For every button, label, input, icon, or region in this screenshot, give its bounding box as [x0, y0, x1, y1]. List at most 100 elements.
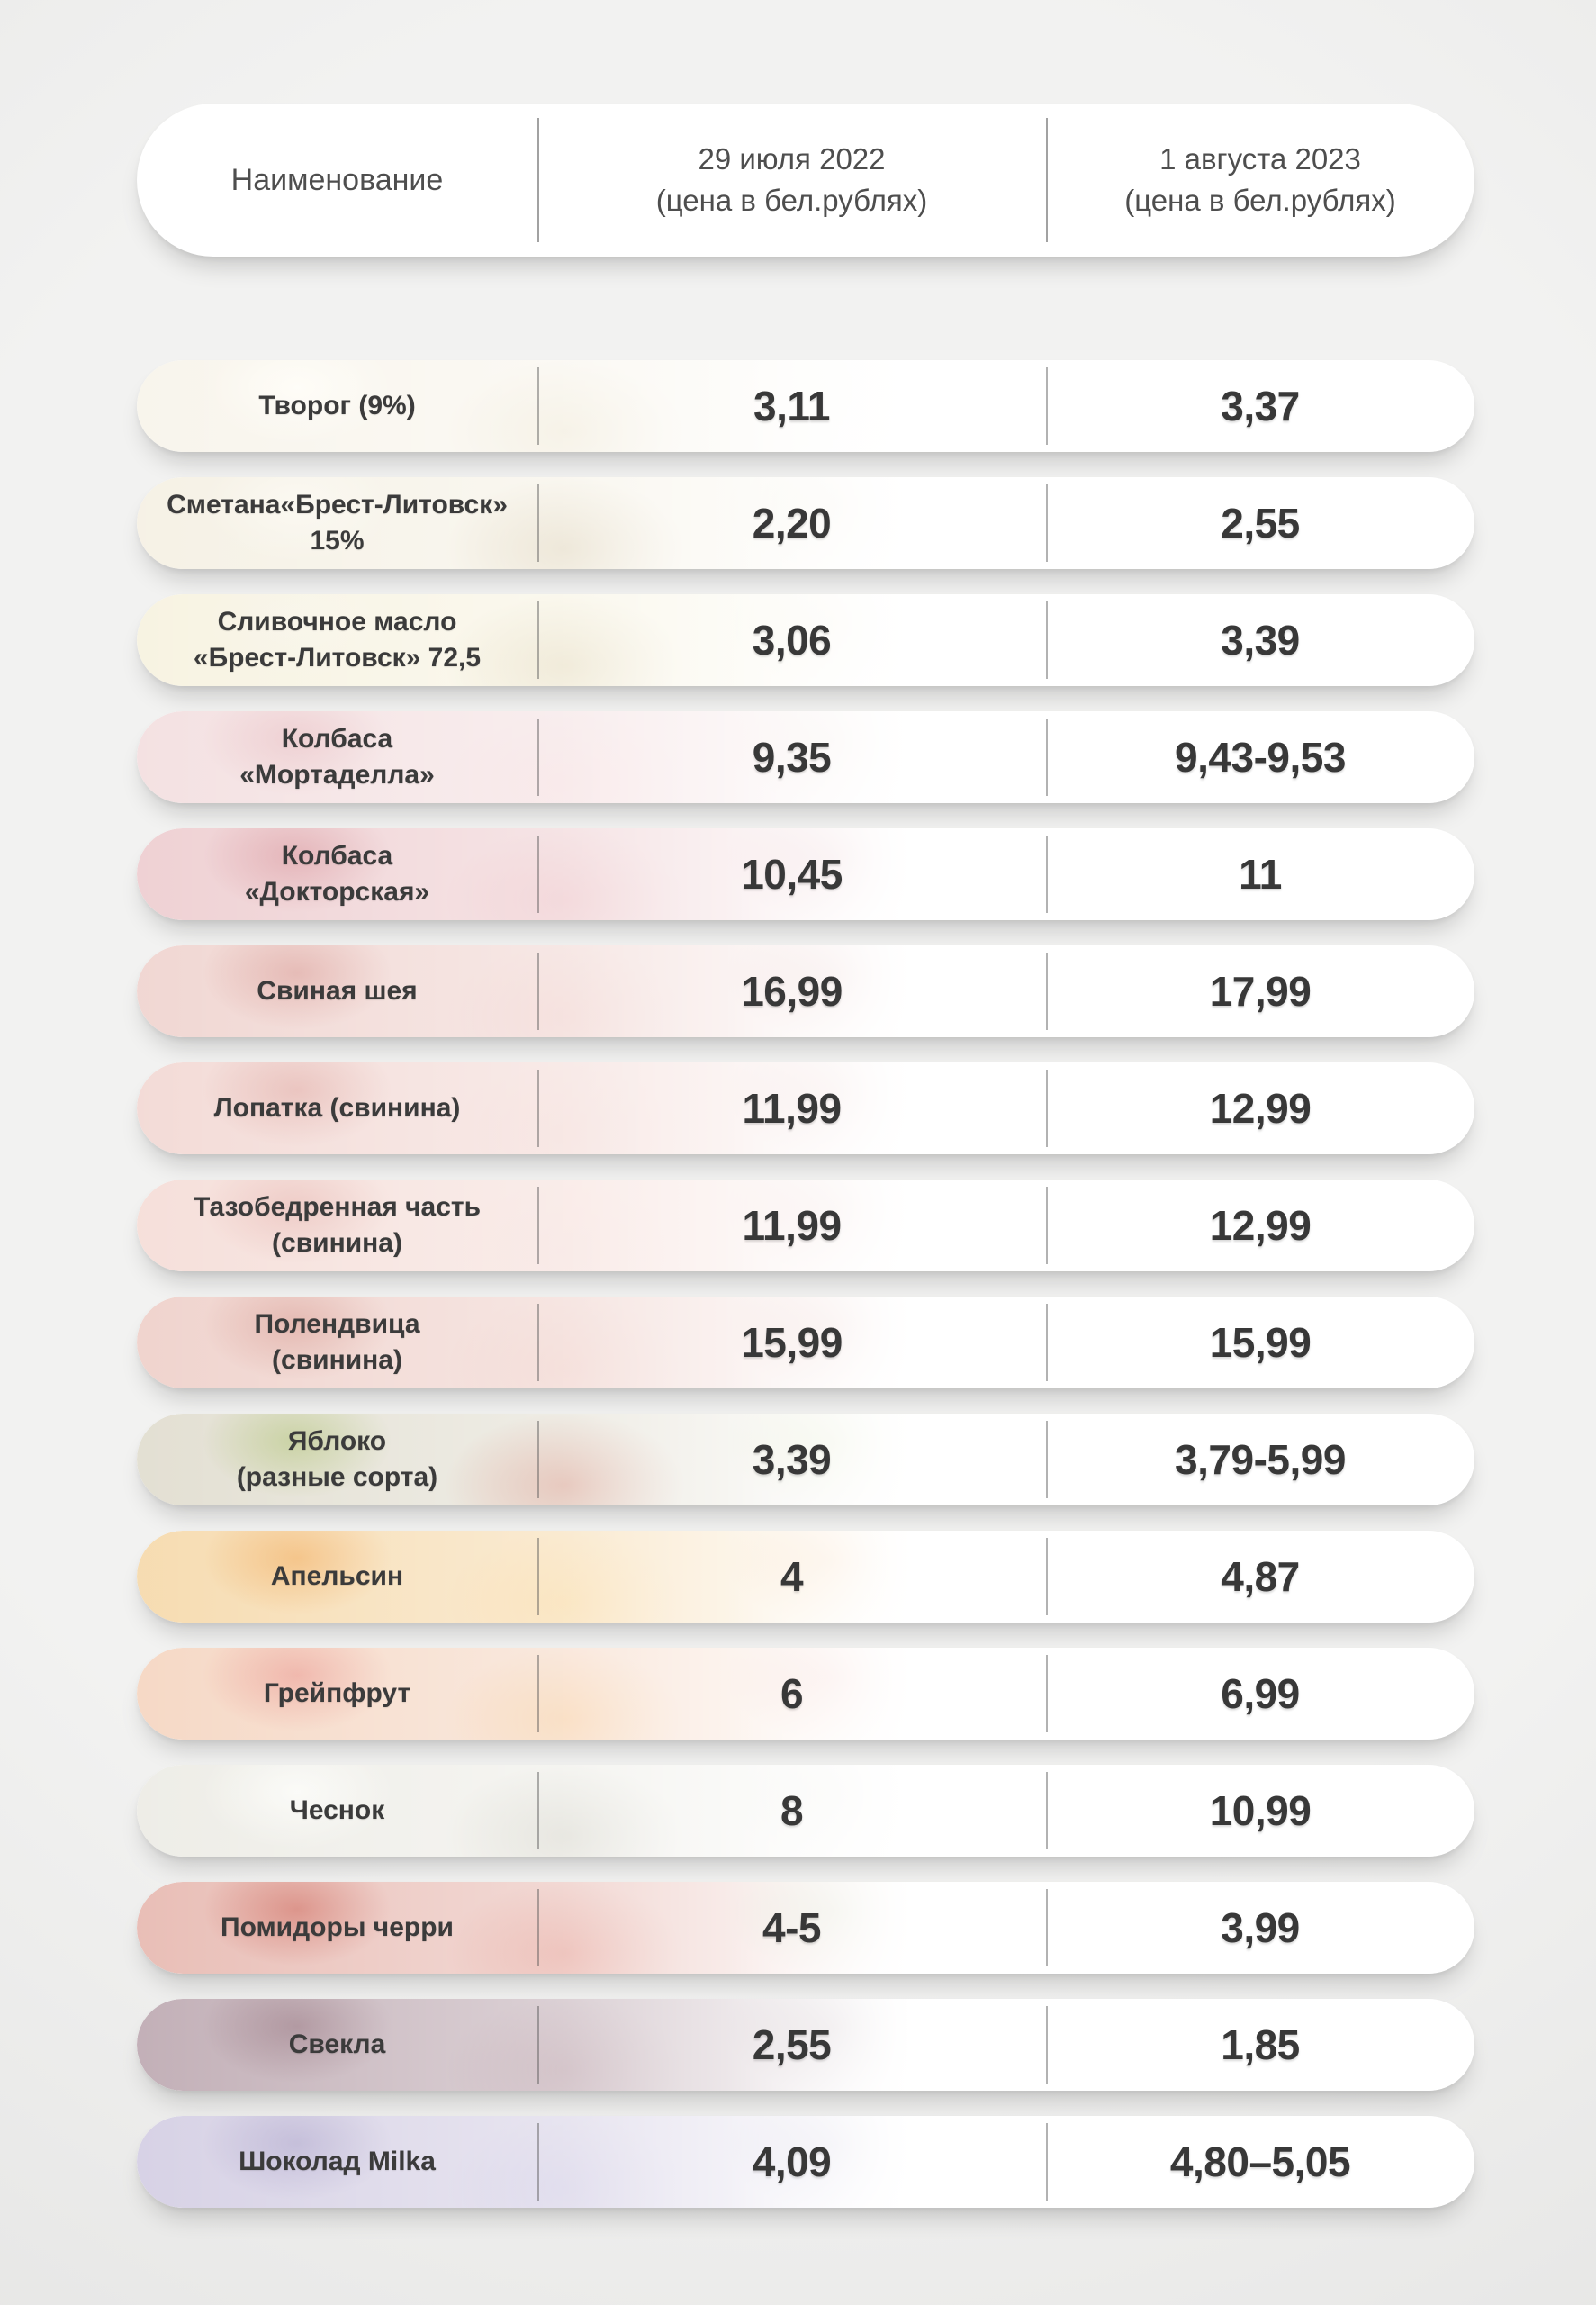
row-divider-2 [1046, 601, 1048, 679]
row-divider-1 [537, 1421, 539, 1498]
product-photo [137, 1999, 1474, 2091]
price-2023: 6,99 [1221, 1670, 1300, 1717]
price-2022: 4 [780, 1553, 804, 1600]
product-photo [137, 828, 1474, 920]
product-photo [137, 360, 1474, 452]
row-divider-1 [537, 953, 539, 1030]
product-photo [137, 1531, 1474, 1623]
product-photo [137, 2116, 1474, 2208]
product-photo [137, 1765, 1474, 1857]
header-2022-unit: (цена в бел.рублях) [655, 184, 928, 217]
price-2022: 3,11 [753, 383, 831, 429]
price-2023: 10,99 [1209, 1787, 1312, 1834]
product-name: Грейпфрут [263, 1678, 411, 1708]
price-2023: 9,43-9,53 [1175, 734, 1346, 781]
table-row: Шоколад Milka 4,09 4,80–5,05 [137, 2116, 1474, 2208]
table-row: Чеснок 8 10,99 [137, 1765, 1474, 1857]
row-divider-2 [1046, 1655, 1048, 1732]
price-2022: 3,06 [752, 617, 832, 664]
price-2022: 11,99 [742, 1202, 842, 1249]
row-divider-1 [537, 601, 539, 679]
row-divider-2 [1046, 2123, 1048, 2201]
row-divider-1 [537, 2123, 539, 2201]
table-row: Помидоры черри 4-5 3,99 [137, 1882, 1474, 1974]
price-2023: 12,99 [1209, 1085, 1312, 1132]
header-name-column: Наименование [230, 162, 444, 197]
header-2023-unit: (цена в бел.рублях) [1124, 184, 1396, 217]
table-row: Апельсин 4 4,87 [137, 1531, 1474, 1623]
product-name: Свиная шея [257, 976, 418, 1006]
header-divider-2 [1046, 118, 1048, 242]
row-divider-2 [1046, 1889, 1048, 1966]
table-header: Наименование 29 июля 2022 (цена в бел.ру… [137, 104, 1474, 257]
product-name: Тазобедренная часть (свинина) [193, 1192, 482, 1258]
table-row: Свекла 2,55 1,85 [137, 1999, 1474, 2091]
row-divider-2 [1046, 1304, 1048, 1381]
product-photo [137, 1648, 1474, 1740]
row-divider-2 [1046, 836, 1048, 913]
row-divider-1 [537, 719, 539, 796]
table-row: Колбаса «Докторская» 10,45 11 [137, 828, 1474, 920]
row-divider-1 [537, 1538, 539, 1615]
header-divider-1 [537, 118, 539, 242]
price-2023: 4,87 [1221, 1553, 1300, 1600]
price-2023: 12,99 [1209, 1202, 1312, 1249]
table-row: Свиная шея 16,99 17,99 [137, 945, 1474, 1037]
price-2022: 2,20 [752, 500, 832, 547]
row-divider-1 [537, 1889, 539, 1966]
price-2022: 9,35 [752, 734, 832, 781]
product-photo [137, 1062, 1474, 1154]
price-2023: 3,39 [1221, 617, 1300, 664]
product-name: Колбаса «Мортаделла» [239, 724, 435, 790]
table-row: Яблоко (разные сорта) 3,39 3,79-5,99 [137, 1414, 1474, 1505]
price-2022: 16,99 [741, 968, 843, 1015]
product-name: Яблоко (разные сорта) [236, 1426, 438, 1492]
header-2023-column: 1 августа 2023 (цена в бел.рублях) [1046, 104, 1474, 257]
row-divider-1 [537, 1070, 539, 1147]
product-name: Помидоры черри [221, 1912, 454, 1942]
row-divider-2 [1046, 953, 1048, 1030]
price-2023: 2,55 [1221, 500, 1300, 547]
product-photo [137, 711, 1474, 803]
row-divider-2 [1046, 1070, 1048, 1147]
row-divider-1 [537, 1772, 539, 1849]
product-photo [137, 477, 1474, 569]
row-divider-2 [1046, 484, 1048, 562]
row-divider-2 [1046, 1421, 1048, 1498]
price-2023: 1,85 [1221, 2021, 1300, 2068]
product-photo [137, 945, 1474, 1037]
row-divider-1 [537, 1187, 539, 1264]
price-2023: 15,99 [1209, 1319, 1312, 1366]
price-2022: 15,99 [741, 1319, 843, 1366]
table-row: Тазобедренная часть (свинина) 11,99 12,9… [137, 1180, 1474, 1271]
table-row: Сметана«Брест-Литовск» 15% 2,20 2,55 [137, 477, 1474, 569]
product-name: Сметана«Брест-Литовск» 15% [167, 490, 508, 556]
price-2023: 17,99 [1209, 968, 1312, 1015]
row-divider-2 [1046, 1772, 1048, 1849]
price-2022: 4,09 [752, 2138, 832, 2185]
product-photo [137, 1414, 1474, 1505]
price-2023: 3,79-5,99 [1175, 1436, 1346, 1483]
product-name: Колбаса «Докторская» [244, 841, 430, 907]
row-divider-1 [537, 836, 539, 913]
table-row: Лопатка (свинина) 11,99 12,99 [137, 1062, 1474, 1154]
product-name: Творог (9%) [258, 391, 416, 420]
product-photo [137, 1180, 1474, 1271]
product-name: Полендвица (свинина) [254, 1309, 420, 1375]
price-2023: 3,37 [1221, 383, 1300, 429]
table-row: Полендвица (свинина) 15,99 15,99 [137, 1297, 1474, 1388]
price-2022: 4-5 [762, 1904, 821, 1951]
table-row: Творог (9%) 3,11 3,37 [137, 360, 1474, 452]
price-2023: 11 [1239, 851, 1282, 898]
price-2023: 4,80–5,05 [1169, 2138, 1351, 2185]
table-row: Сливочное масло «Брест-Литовск» 72,5 3,0… [137, 594, 1474, 686]
product-name: Свекла [288, 2029, 386, 2059]
product-photo [137, 1882, 1474, 1974]
price-2022: 2,55 [752, 2021, 832, 2068]
table-row: Колбаса «Мортаделла» 9,35 9,43-9,53 [137, 711, 1474, 803]
row-divider-2 [1046, 1187, 1048, 1264]
price-2022: 10,45 [741, 851, 843, 898]
row-divider-1 [537, 1655, 539, 1732]
product-photo [137, 594, 1474, 686]
